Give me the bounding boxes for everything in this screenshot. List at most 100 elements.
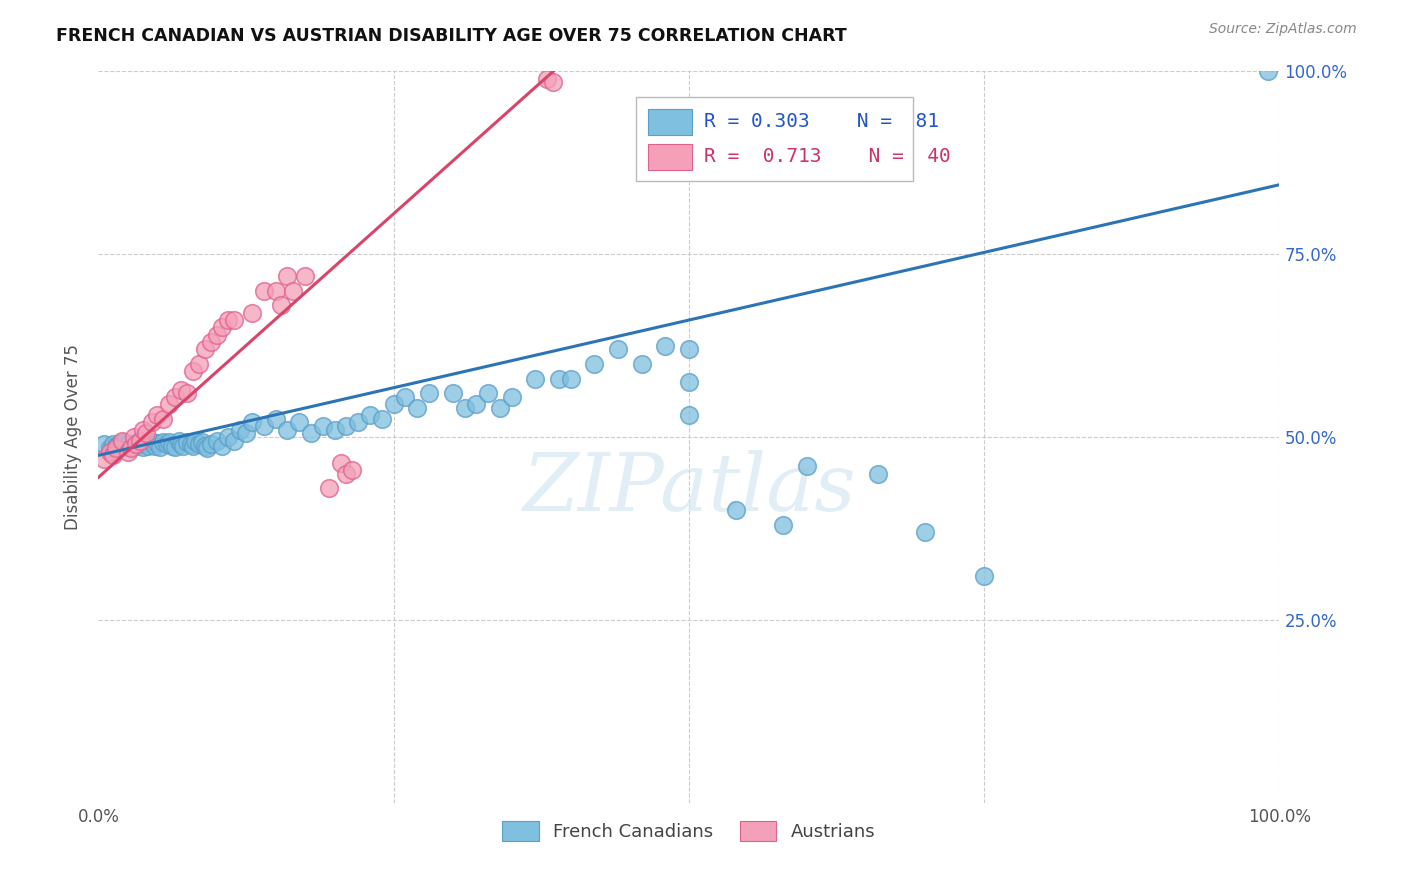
Point: [125, 439, 148, 453]
Point: [172, 439, 194, 453]
Legend: French Canadians, Austrians: French Canadians, Austrians: [495, 814, 883, 848]
Bar: [648, 109, 693, 135]
Point: [294, 269, 316, 284]
Point: [167, 434, 190, 448]
Point: [170, 383, 193, 397]
Point: [156, 437, 179, 451]
Point: [211, 439, 233, 453]
Point: [152, 412, 174, 426]
Point: [200, 334, 222, 349]
Point: [181, 439, 204, 453]
Point: [93, 452, 115, 467]
Point: [866, 467, 889, 481]
Point: [583, 357, 606, 371]
Point: [121, 440, 143, 454]
Point: [342, 463, 364, 477]
Point: [371, 412, 394, 426]
Point: [501, 390, 523, 404]
Point: [240, 306, 263, 320]
Point: [184, 434, 207, 448]
Point: [176, 435, 198, 450]
Point: [146, 436, 169, 450]
Point: [973, 569, 995, 583]
Point: [772, 517, 794, 532]
Point: [382, 397, 405, 411]
Point: [105, 439, 128, 453]
Point: [453, 401, 475, 415]
Point: [276, 423, 298, 437]
Point: [654, 338, 676, 352]
Point: [406, 401, 429, 415]
Point: [796, 459, 818, 474]
Point: [149, 440, 172, 454]
Point: [441, 386, 464, 401]
Point: [160, 439, 183, 453]
Point: [323, 423, 346, 437]
Point: [141, 435, 163, 450]
Point: [135, 426, 157, 441]
FancyBboxPatch shape: [636, 97, 914, 181]
Point: [195, 441, 218, 455]
Point: [146, 408, 169, 422]
Bar: [648, 144, 693, 170]
Point: [914, 525, 936, 540]
Point: [630, 357, 652, 371]
Point: [678, 408, 700, 422]
Point: [194, 439, 217, 453]
Text: ZIPatlas: ZIPatlas: [522, 450, 856, 527]
Point: [135, 436, 157, 450]
Point: [191, 435, 214, 450]
Point: [101, 437, 124, 451]
Point: [98, 444, 121, 458]
Point: [132, 440, 155, 454]
Point: [111, 434, 134, 448]
Point: [217, 430, 239, 444]
Point: [312, 419, 335, 434]
Point: [678, 343, 700, 357]
Point: [465, 397, 488, 411]
Point: [288, 416, 311, 430]
Point: [143, 439, 166, 453]
Point: [112, 435, 135, 450]
Point: [394, 390, 416, 404]
Point: [165, 390, 187, 404]
Point: [329, 456, 352, 470]
Point: [111, 439, 134, 453]
Point: [141, 416, 163, 430]
Point: [117, 437, 139, 451]
Point: [477, 386, 499, 401]
Point: [235, 426, 257, 441]
Point: [157, 397, 180, 411]
Text: FRENCH CANADIAN VS AUSTRIAN DISABILITY AGE OVER 75 CORRELATION CHART: FRENCH CANADIAN VS AUSTRIAN DISABILITY A…: [56, 27, 846, 45]
Text: R = 0.303    N =  81: R = 0.303 N = 81: [704, 112, 939, 130]
Point: [136, 439, 159, 453]
Point: [132, 423, 155, 437]
Point: [122, 430, 145, 444]
Text: Source: ZipAtlas.com: Source: ZipAtlas.com: [1209, 22, 1357, 37]
Point: [205, 327, 228, 342]
Point: [264, 284, 287, 298]
Point: [224, 434, 246, 448]
Point: [253, 284, 276, 298]
Point: [270, 298, 292, 312]
Point: [607, 343, 630, 357]
Point: [335, 419, 357, 434]
Point: [180, 437, 202, 451]
Point: [93, 437, 115, 451]
Point: [181, 364, 204, 378]
Point: [108, 436, 131, 450]
Point: [560, 371, 582, 385]
Point: [318, 481, 340, 495]
Point: [98, 441, 121, 455]
Point: [187, 437, 209, 451]
Point: [121, 441, 143, 455]
Point: [229, 423, 252, 437]
Point: [548, 371, 571, 385]
Point: [359, 408, 381, 422]
Point: [205, 434, 228, 448]
Point: [128, 435, 150, 450]
Point: [276, 269, 298, 284]
Point: [125, 437, 148, 451]
Point: [347, 416, 370, 430]
Point: [678, 376, 700, 390]
